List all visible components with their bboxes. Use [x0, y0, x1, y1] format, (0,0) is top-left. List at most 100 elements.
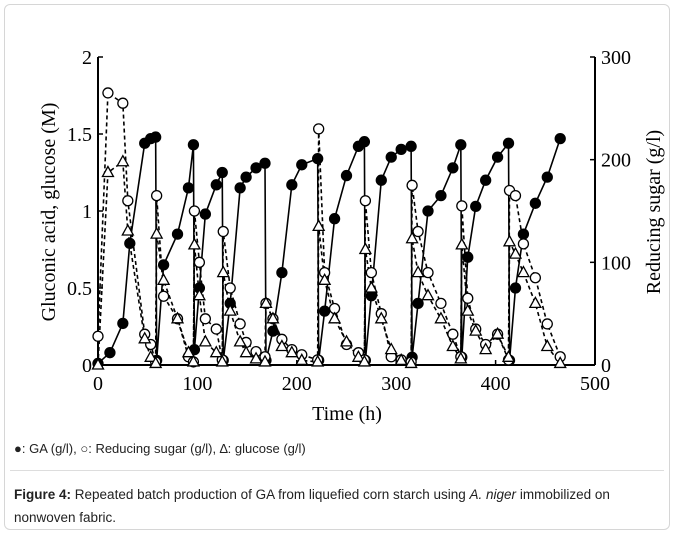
point	[318, 305, 331, 317]
point	[435, 297, 447, 310]
x-tick-label: 400	[481, 373, 511, 395]
point	[434, 311, 448, 324]
point	[491, 151, 504, 163]
point	[462, 292, 474, 304]
point	[357, 354, 371, 367]
symbol-note: ●: GA (g/l), ○: Reducing sugar (g/l), ∆:…	[14, 441, 306, 456]
caption-text-end: immobilized on nonwoven fabric.	[14, 487, 610, 525]
point	[209, 345, 223, 358]
point	[295, 353, 309, 366]
point	[490, 326, 505, 339]
point	[480, 174, 492, 186]
point	[188, 205, 201, 217]
point	[233, 334, 247, 347]
point	[259, 296, 273, 309]
point	[470, 200, 482, 213]
y-axis-title: Gluconic acid, glucose (M)	[38, 103, 60, 322]
point	[92, 330, 104, 342]
point	[144, 349, 158, 362]
point	[124, 237, 136, 249]
x-axis-title: Time (h)	[312, 403, 382, 425]
point	[296, 159, 308, 171]
point	[312, 152, 324, 165]
point	[210, 179, 222, 191]
point	[421, 288, 435, 301]
point	[121, 223, 135, 236]
point	[91, 357, 105, 370]
point	[104, 347, 116, 359]
point	[405, 231, 419, 244]
point	[461, 303, 475, 316]
point	[359, 195, 372, 207]
point	[541, 318, 553, 330]
point	[374, 311, 388, 324]
point	[412, 297, 424, 310]
point	[351, 349, 366, 362]
point	[328, 213, 341, 225]
y2-axis-title: Reducing sugar (g/l)	[643, 130, 665, 294]
separator	[10, 470, 664, 471]
point	[101, 165, 115, 178]
y-tick-label: 2	[82, 47, 92, 69]
point	[217, 225, 229, 238]
point	[340, 169, 353, 182]
point	[365, 266, 378, 279]
point	[240, 171, 252, 183]
point	[529, 197, 542, 209]
x-tick-label: 300	[381, 373, 411, 395]
y-tick-label: 1	[82, 201, 92, 223]
point	[181, 345, 196, 358]
point	[170, 311, 185, 324]
point	[249, 351, 263, 364]
y2-tick-label: 300	[601, 47, 631, 69]
point	[404, 356, 418, 369]
point	[182, 182, 195, 194]
point	[312, 219, 326, 232]
point	[223, 303, 237, 316]
x-tick-label: 200	[282, 373, 312, 395]
point	[529, 272, 542, 284]
point	[469, 323, 483, 336]
point	[517, 228, 530, 240]
point	[318, 272, 332, 285]
y-tick-label: 0.5	[67, 278, 92, 300]
point	[192, 288, 206, 301]
point	[149, 356, 163, 369]
point	[258, 354, 272, 367]
point	[216, 166, 228, 179]
point	[358, 136, 371, 148]
point	[384, 342, 398, 355]
point	[215, 354, 229, 367]
point	[187, 139, 200, 151]
point	[234, 182, 246, 194]
point	[150, 131, 162, 143]
point	[286, 179, 298, 191]
point	[276, 266, 288, 279]
point	[412, 225, 424, 238]
point	[138, 331, 152, 344]
point	[454, 351, 468, 364]
point	[394, 353, 408, 366]
caption-label: Figure 4:	[14, 487, 72, 502]
y-tick-label: 1.5	[67, 124, 92, 146]
caption-organism: A. niger	[469, 487, 517, 502]
point	[193, 256, 206, 268]
point	[516, 265, 531, 278]
point	[171, 228, 184, 240]
point	[157, 259, 170, 271]
point	[375, 174, 387, 186]
point	[435, 189, 447, 202]
y2-tick-label: 200	[601, 150, 631, 172]
caption: Figure 4: Repeated batch production of G…	[14, 483, 664, 529]
chart: Time (h) Gluconic acid, glucose (M) Redu…	[38, 47, 665, 425]
point	[447, 162, 459, 174]
point	[528, 296, 542, 309]
caption-text: Repeated batch production of GA from liq…	[74, 487, 466, 502]
point	[385, 151, 397, 163]
point	[186, 354, 201, 367]
point	[508, 246, 523, 259]
x-tick-label: 100	[182, 373, 212, 395]
point	[541, 171, 553, 183]
point	[455, 139, 467, 151]
y2-tick-label: 100	[601, 252, 631, 274]
